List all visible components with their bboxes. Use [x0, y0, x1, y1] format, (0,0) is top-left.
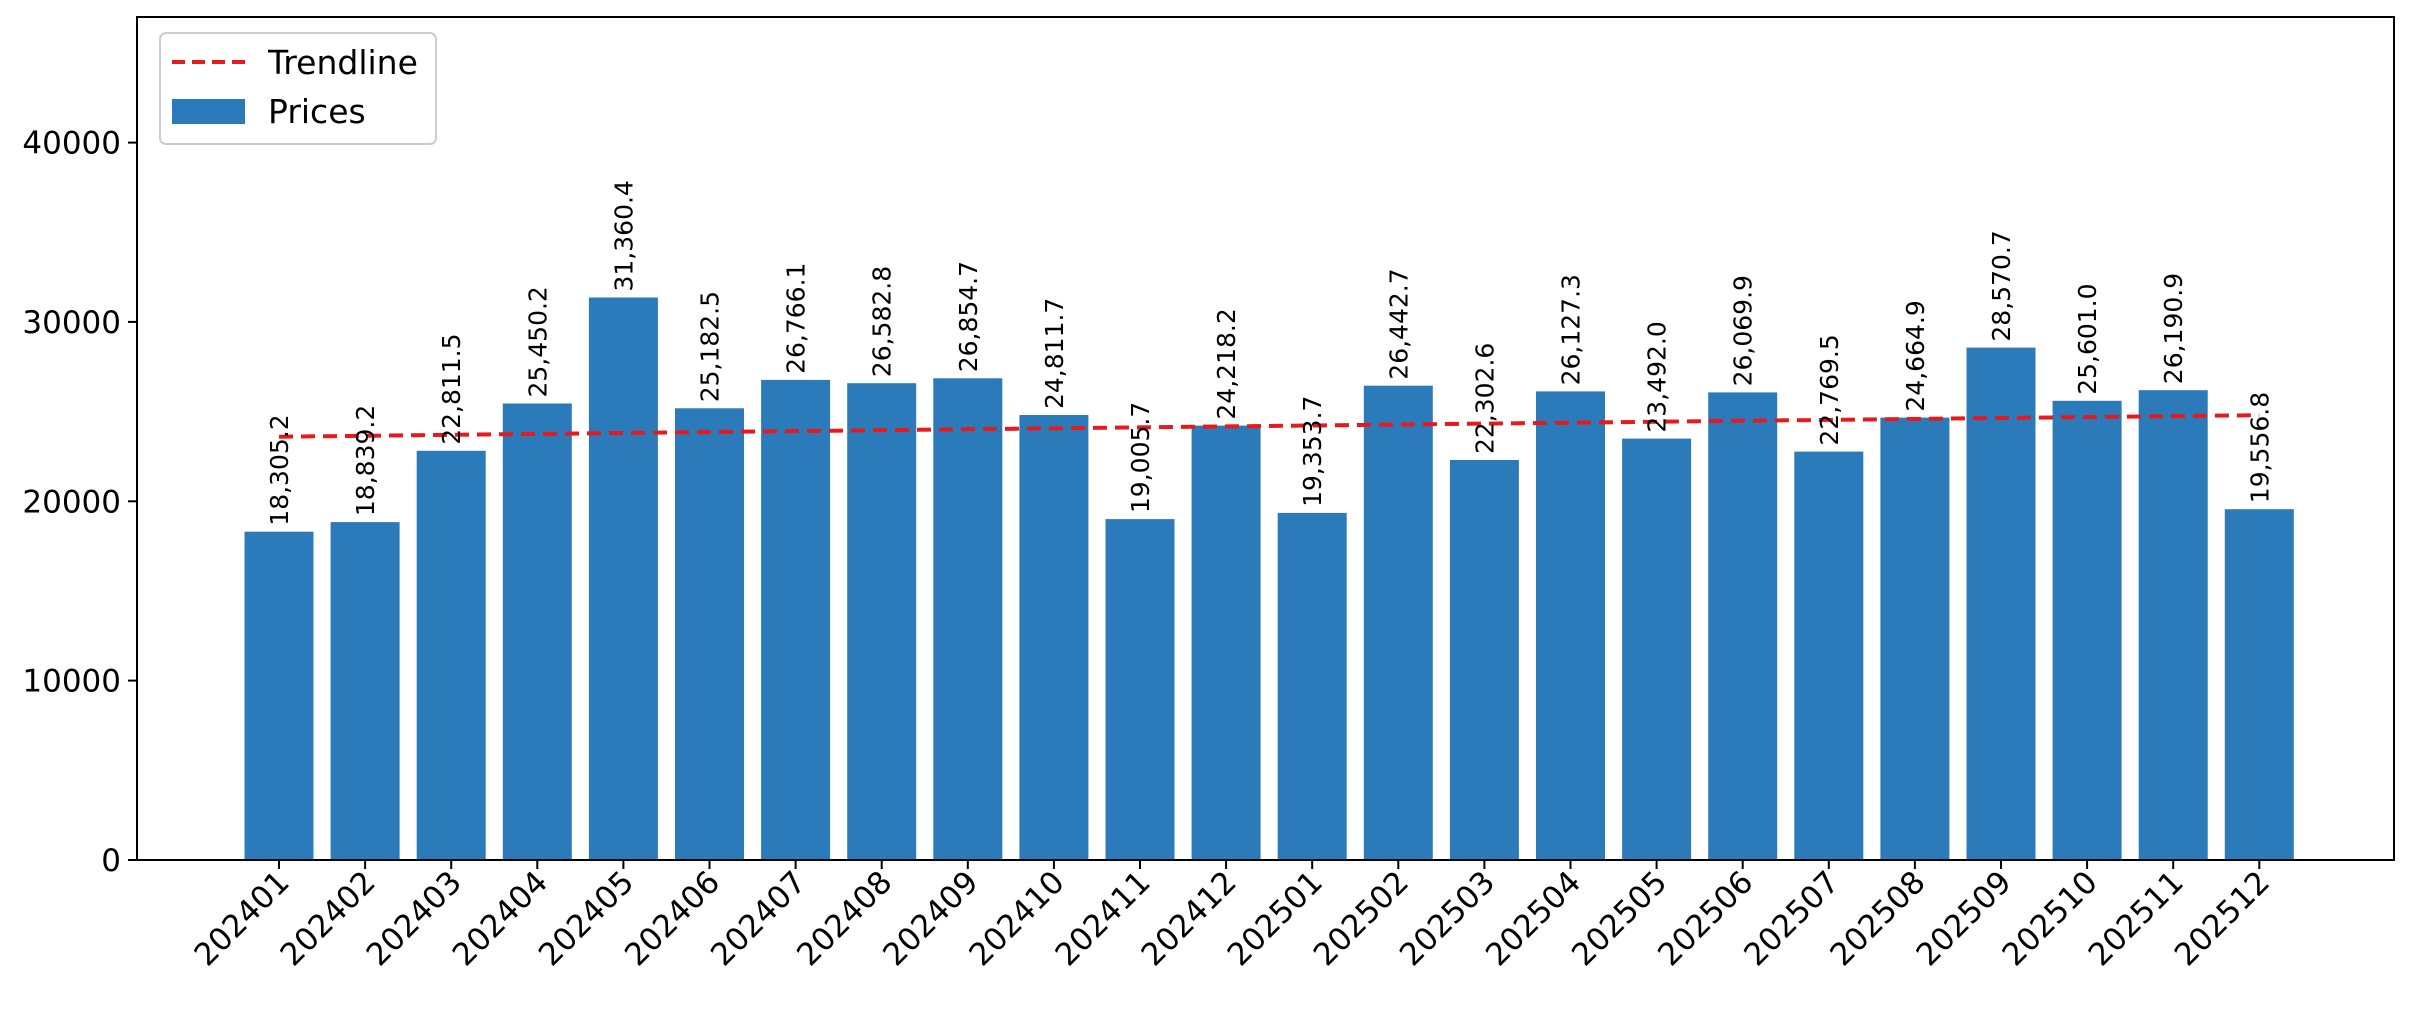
- bar-202504: [1536, 391, 1605, 860]
- bar-202409: [933, 378, 1003, 860]
- bar-202503: [1449, 460, 1519, 860]
- data-label-202409: 26,854.7: [954, 261, 983, 372]
- data-label-202503: 22,302.6: [1470, 343, 1499, 454]
- y-tick-label: 20000: [22, 484, 121, 520]
- x-tick-label-202512: 202512: [2168, 864, 2277, 973]
- bar-202406: [675, 408, 744, 860]
- x-tick-label-202509: 202509: [1910, 864, 2019, 973]
- data-label-202502: 26,442.7: [1384, 268, 1413, 379]
- x-tick-label-202501: 202501: [1221, 864, 1330, 973]
- bar-202501: [1277, 512, 1347, 860]
- data-labels-layer: 18,305.2 18,839.2 22,811.5 25,450.2 31,360.4…: [265, 180, 2274, 526]
- legend-prices-label: Prices: [268, 92, 366, 131]
- x-tick-label-202511: 202511: [2082, 864, 2191, 973]
- data-label-202509: 28,570.7: [1987, 230, 2016, 341]
- data-label-202407: 26,766.1: [782, 263, 811, 374]
- bar-202502: [1363, 385, 1433, 860]
- bar-202506: [1708, 392, 1778, 860]
- data-label-202405: 31,360.4: [609, 180, 638, 291]
- data-label-202510: 25,601.0: [2073, 283, 2102, 394]
- legend: Trendline Prices: [159, 32, 437, 145]
- x-tick-label-202402: 202402: [274, 864, 383, 973]
- y-axis-ticks: 0 10000 20000 30000 40000: [22, 126, 137, 879]
- bar-202404: [502, 403, 572, 860]
- bar-202402: [330, 522, 400, 860]
- bar-202412: [1191, 425, 1261, 860]
- bar-202407: [761, 379, 831, 860]
- x-tick-label-202404: 202404: [446, 864, 555, 973]
- bar-202511: [2138, 390, 2208, 860]
- x-tick-label-202510: 202510: [1996, 864, 2105, 973]
- data-label-202506: 26,069.9: [1729, 275, 1758, 386]
- data-label-202511: 26,190.9: [2159, 273, 2188, 384]
- data-label-202412: 24,218.2: [1212, 308, 1241, 419]
- bar-202410: [1019, 415, 1089, 860]
- x-tick-label-202403: 202403: [360, 864, 469, 973]
- data-label-202402: 18,839.2: [351, 405, 380, 516]
- x-tick-label-202406: 202406: [618, 864, 727, 973]
- y-tick-label: 0: [101, 843, 121, 879]
- x-tick-label-202412: 202412: [1135, 864, 1244, 973]
- data-label-202404: 25,450.2: [523, 286, 552, 397]
- x-tick-label-202505: 202505: [1565, 864, 1674, 973]
- x-tick-label-202506: 202506: [1651, 864, 1760, 973]
- data-label-202408: 26,582.8: [868, 266, 897, 377]
- x-tick-label-202411: 202411: [1049, 864, 1158, 973]
- bar-202512: [2224, 509, 2294, 860]
- bar-202509: [1966, 347, 2036, 861]
- x-tick-label-202508: 202508: [1823, 864, 1932, 973]
- x-tick-label-202503: 202503: [1393, 864, 1502, 973]
- x-tick-label-202405: 202405: [532, 864, 641, 973]
- data-label-202512: 19,556.8: [2245, 392, 2274, 503]
- data-label-202504: 26,127.3: [1557, 274, 1586, 385]
- data-label-202501: 19,353.7: [1298, 396, 1327, 507]
- data-label-202410: 24,811.7: [1040, 298, 1069, 409]
- y-tick-label: 30000: [22, 305, 121, 341]
- x-tick-label-202401: 202401: [188, 864, 297, 973]
- bar-202408: [847, 383, 917, 860]
- legend-prices-swatch: [172, 99, 245, 124]
- y-tick-label: 10000: [22, 664, 121, 700]
- bars-layer: [244, 297, 2294, 861]
- plot-frame: [136, 16, 2395, 861]
- data-label-202401: 18,305.2: [265, 414, 294, 525]
- bar-202505: [1622, 438, 1692, 860]
- x-axis-ticks: 2024012024022024032024042024052024062024…: [188, 860, 2277, 973]
- data-label-202411: 19,005.7: [1126, 402, 1155, 513]
- trendline: [278, 413, 2260, 439]
- x-tick-label-202507: 202507: [1737, 864, 1846, 973]
- bar-202510: [2052, 400, 2122, 860]
- x-tick-label-202410: 202410: [962, 864, 1071, 973]
- data-label-202406: 25,182.5: [696, 291, 725, 402]
- trendline-layer: [278, 413, 2260, 439]
- bar-202411: [1105, 519, 1175, 860]
- data-label-202507: 22,769.5: [1815, 334, 1844, 445]
- x-tick-label-202408: 202408: [790, 864, 899, 973]
- bar-202508: [1880, 417, 1950, 860]
- x-tick-label-202407: 202407: [704, 864, 813, 973]
- bar-202405: [588, 297, 658, 860]
- x-tick-label-202502: 202502: [1307, 864, 1416, 973]
- bar-202507: [1794, 451, 1864, 860]
- data-label-202508: 24,664.9: [1901, 300, 1930, 411]
- bar-202403: [416, 450, 486, 860]
- bar-202401: [244, 531, 314, 860]
- data-label-202505: 23,492.0: [1643, 321, 1672, 432]
- x-tick-label-202409: 202409: [876, 864, 985, 973]
- x-tick-label-202504: 202504: [1479, 864, 1588, 973]
- y-tick-label: 40000: [22, 126, 121, 162]
- data-label-202403: 22,811.5: [437, 333, 466, 444]
- legend-trendline-label: Trendline: [267, 43, 418, 82]
